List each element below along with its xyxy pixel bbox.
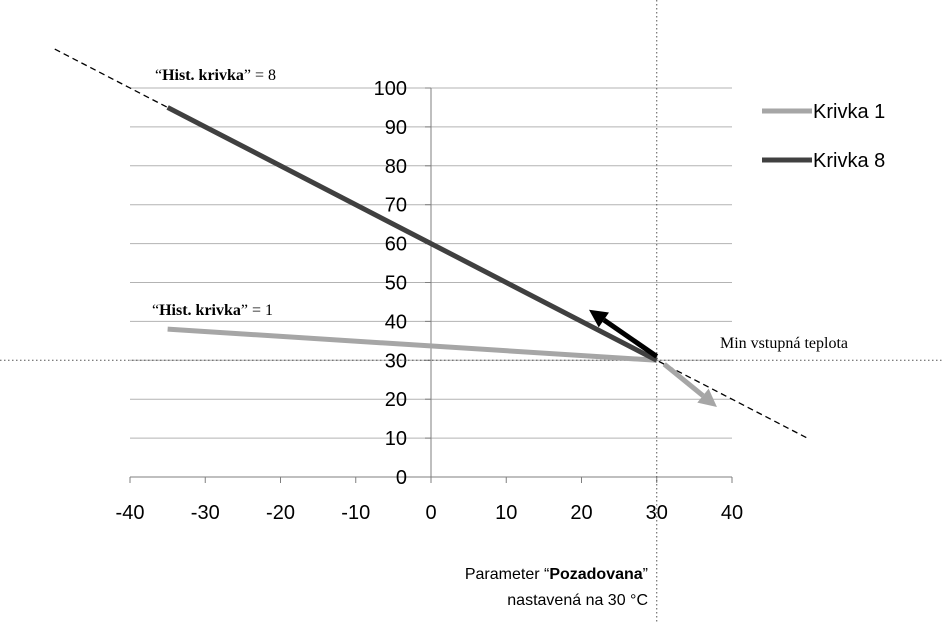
x-tick-label-10: 10 xyxy=(495,502,517,524)
y-tick-label-80: 80 xyxy=(385,156,407,178)
y-tick-label-0: 0 xyxy=(396,467,407,489)
annotation-min-vstupna-teplota: Min vstupná teplota xyxy=(720,335,848,352)
x-tick-label-0: 0 xyxy=(425,502,436,524)
annotation-hist-krivka-8: “Hist. krivka” = 8 xyxy=(155,67,276,84)
series-lines xyxy=(166,105,658,363)
legend: Krivka 1 Krivka 8 xyxy=(762,101,885,172)
y-tick-label-60: 60 xyxy=(385,234,407,256)
y-tick-label-100: 100 xyxy=(374,78,407,100)
y-tick-label-20: 20 xyxy=(385,389,407,411)
x-tick-label-20: 20 xyxy=(570,502,592,524)
x-tick-label-40: 40 xyxy=(721,502,743,524)
annotation-hist-krivka-1: “Hist. krivka” = 1 xyxy=(152,302,273,319)
y-tick-label-90: 90 xyxy=(385,117,407,139)
arrow-head-1 xyxy=(589,309,609,328)
x-tick-label--40: -40 xyxy=(116,502,145,524)
y-tick-label-10: 10 xyxy=(385,428,407,450)
y-tick-label-70: 70 xyxy=(385,195,407,217)
annotation-parameter-pozadovana: Parameter “Pozadovana” xyxy=(465,566,648,583)
y-tick-label-50: 50 xyxy=(385,273,407,295)
legend-label-krivka-1: Krivka 1 xyxy=(813,101,885,123)
x-tick-label--20: -20 xyxy=(266,502,295,524)
arrows xyxy=(589,309,717,407)
series-line-krivka-1 xyxy=(167,326,657,363)
y-tick-label-40: 40 xyxy=(385,311,407,333)
series-line-krivka-8 xyxy=(166,105,658,363)
annotation-nastavena-30: nastavená na 30 °C xyxy=(507,592,648,609)
arrow-head-2 xyxy=(697,388,717,407)
legend-label-krivka-8: Krivka 8 xyxy=(813,150,885,172)
x-tick-label--10: -10 xyxy=(341,502,370,524)
y-tick-label-30: 30 xyxy=(385,350,407,372)
arrow-shaft-1 xyxy=(602,317,659,359)
x-tick-label--30: -30 xyxy=(191,502,220,524)
arrow-shaft-2 xyxy=(662,362,705,398)
axes xyxy=(129,87,733,483)
